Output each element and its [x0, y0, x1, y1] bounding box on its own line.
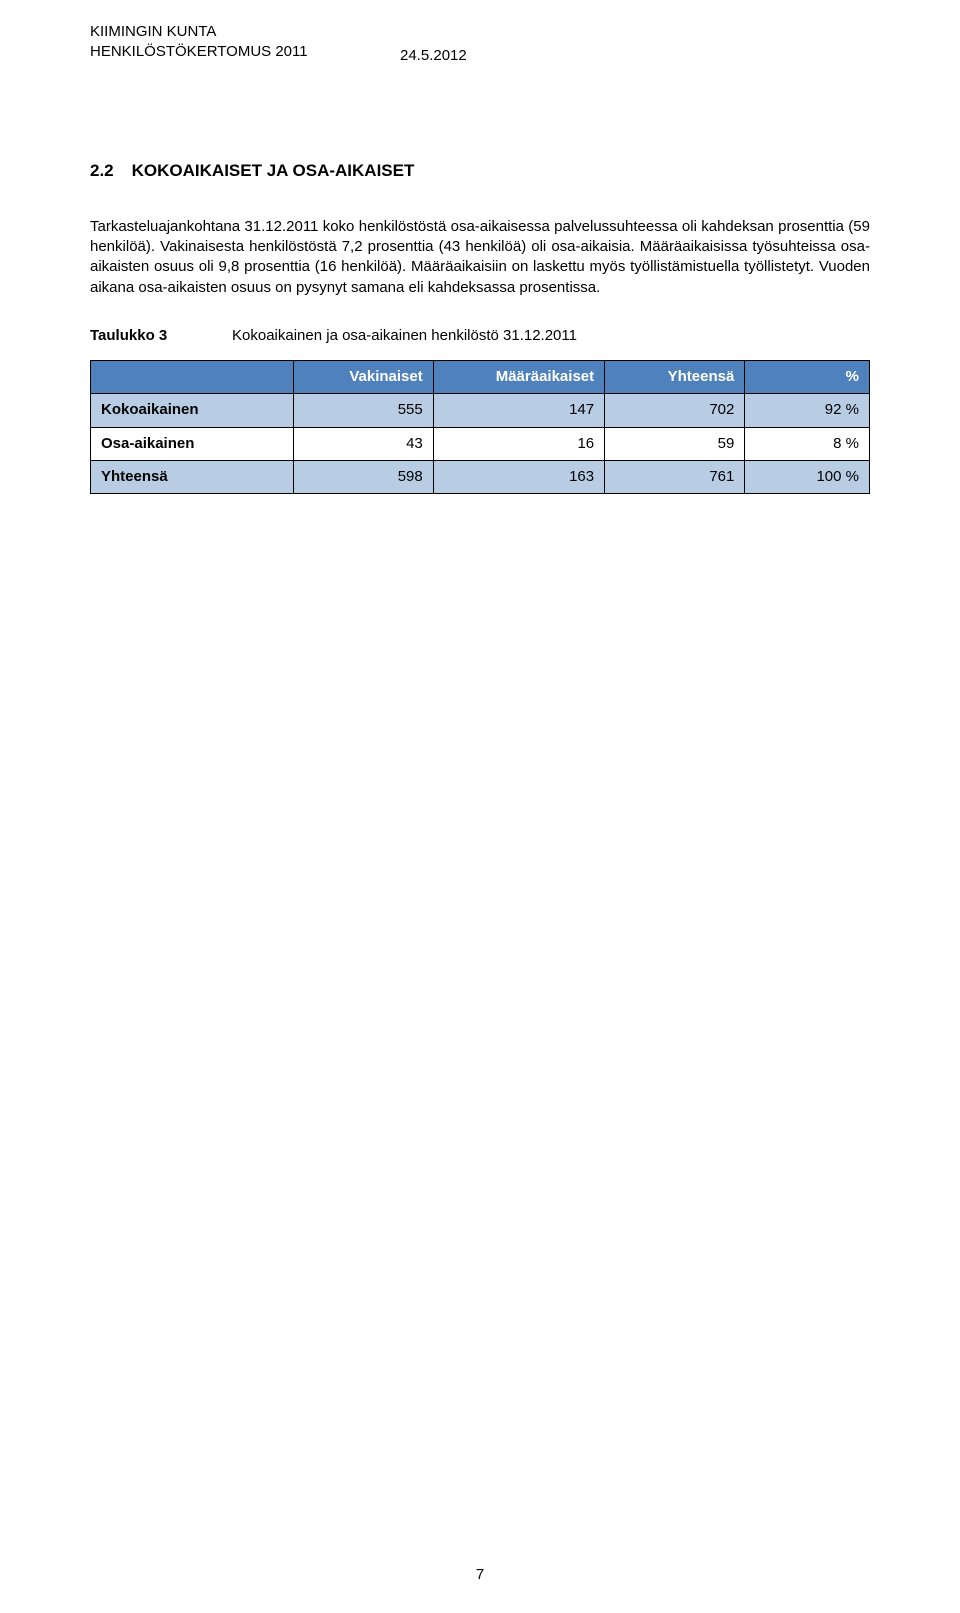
content: 2.2 KOKOAIKAISET JA OSA-AIKAISET Tarkaste… [90, 160, 870, 494]
row0-m: 147 [433, 394, 604, 427]
paragraph-1: Tarkasteluajankohtana 31.12.2011 koko he… [90, 217, 870, 298]
table3-col-2: Määräaikaiset [433, 361, 604, 394]
row0-v: 555 [293, 394, 433, 427]
row2-p: 100 % [745, 460, 870, 493]
table3: Vakinaiset Määräaikaiset Yhteensä % Koko… [90, 360, 870, 494]
table3-header-row: Vakinaiset Määräaikaiset Yhteensä % [91, 361, 870, 394]
table3-label: Taulukko 3 [90, 326, 232, 346]
row2-y: 761 [605, 460, 745, 493]
row0-label: Kokoaikainen [91, 394, 294, 427]
row2-label: Yhteensä [91, 460, 294, 493]
row1-y: 59 [605, 427, 745, 460]
row2-v: 598 [293, 460, 433, 493]
table3-col-4: % [745, 361, 870, 394]
row1-v: 43 [293, 427, 433, 460]
section-heading: 2.2 KOKOAIKAISET JA OSA-AIKAISET [90, 160, 870, 183]
row1-label: Osa-aikainen [91, 427, 294, 460]
row1-p: 8 % [745, 427, 870, 460]
section-title: KOKOAIKAISET JA OSA-AIKAISET [132, 161, 415, 180]
header-left: KIIMINGIN KUNTA HENKILÖSTÖKERTOMUS 2011 [90, 22, 308, 63]
table3-col-0 [91, 361, 294, 394]
table-row: Kokoaikainen 555 147 702 92 % [91, 394, 870, 427]
header-date: 24.5.2012 [400, 46, 467, 66]
header-doc: HENKILÖSTÖKERTOMUS 2011 [90, 42, 308, 62]
row2-m: 163 [433, 460, 604, 493]
section-number: 2.2 [90, 160, 114, 183]
header-org: KIIMINGIN KUNTA [90, 22, 308, 42]
table-row: Yhteensä 598 163 761 100 % [91, 460, 870, 493]
row0-y: 702 [605, 394, 745, 427]
row1-m: 16 [433, 427, 604, 460]
table3-col-1: Vakinaiset [293, 361, 433, 394]
table3-caption: Kokoaikainen ja osa-aikainen henkilöstö … [232, 326, 577, 346]
table-row: Osa-aikainen 43 16 59 8 % [91, 427, 870, 460]
row0-p: 92 % [745, 394, 870, 427]
table3-col-3: Yhteensä [605, 361, 745, 394]
page: KIIMINGIN KUNTA HENKILÖSTÖKERTOMUS 2011 … [0, 0, 960, 1613]
page-number: 7 [0, 1565, 960, 1585]
table3-caption-row: Taulukko 3 Kokoaikainen ja osa-aikainen … [90, 326, 870, 346]
